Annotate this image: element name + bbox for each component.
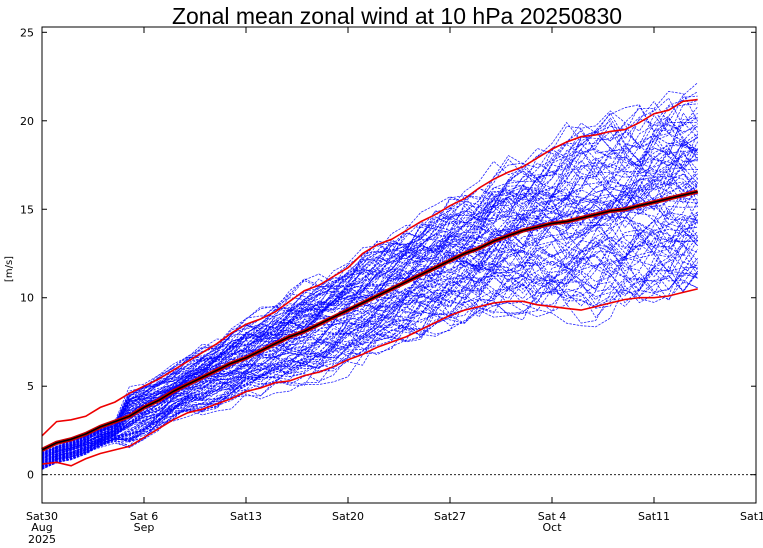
ensemble-member-line [41, 219, 699, 464]
y-tick-label: 25 [20, 26, 34, 39]
ensemble-member-line [41, 256, 698, 469]
x-tick-label: Sat30 [26, 510, 58, 523]
x-tick-year-label: 2025 [28, 533, 56, 546]
ensemble-member-line [41, 194, 699, 463]
y-axis: 0 5 10 15 20 25 [20, 26, 756, 482]
ensemble-member-line [41, 264, 698, 470]
ensemble-member-line [41, 103, 698, 453]
ensemble-member-line [41, 265, 699, 468]
ensemble-member-line [41, 201, 699, 463]
ensemble-member-line [41, 95, 698, 453]
ensemble-member-line [41, 182, 699, 462]
ensemble-member-line [41, 147, 698, 457]
x-tick-label: Sat 4 [538, 510, 567, 523]
ensemble-member-line [41, 160, 698, 460]
plot-frame [41, 26, 757, 504]
y-tick-label: 10 [20, 292, 34, 305]
ensemble-member-line [41, 90, 699, 453]
ensemble-member-line [41, 243, 699, 469]
x-tick-label: Sat11 [638, 510, 670, 523]
ensemble-member-line [41, 133, 699, 457]
ensemble-member-line [41, 150, 698, 458]
ensemble-member-line [41, 255, 698, 467]
ensemble-member-line [41, 239, 698, 467]
x-tick-label: Sat18 [740, 510, 763, 523]
ensemble-member-line [41, 234, 698, 464]
ensemble-member-line [41, 118, 698, 455]
chart-title: Zonal mean zonal wind at 10 hPa 20250830 [172, 3, 622, 29]
ensemble-member-line [41, 231, 698, 466]
summary-series [41, 98, 699, 467]
upper-bound-line [41, 98, 698, 437]
ensemble-member-line [41, 218, 699, 465]
ensemble-member-line [41, 194, 698, 464]
ensemble-mean-line [41, 190, 698, 451]
x-tick-label: Sat 6 [130, 510, 159, 523]
ensemble-member-line [41, 173, 698, 459]
ensemble-member-line [41, 229, 698, 465]
ensemble-member-line [41, 133, 698, 461]
ensemble-member-line [41, 108, 698, 453]
ensemble-member-line [41, 91, 698, 452]
ensemble-member-line [41, 231, 698, 465]
ensemble-member-line [41, 124, 698, 457]
y-axis-label: [m/s] [4, 256, 15, 282]
y-tick-label: 0 [27, 469, 34, 482]
ensemble-member-line [41, 208, 698, 465]
x-tick-month-label: Aug [31, 521, 52, 534]
lower-bound-line [41, 288, 698, 467]
ensemble-member-line [41, 169, 699, 457]
y-tick-label: 5 [27, 380, 34, 393]
ensemble-member-line [41, 213, 699, 466]
x-tick-label: Sat13 [230, 510, 262, 523]
ensemble-member-line [41, 201, 698, 462]
ensemble-member-line [41, 271, 699, 470]
x-tick-month-label: Oct [542, 521, 562, 534]
y-tick-label: 20 [20, 115, 34, 128]
ensemble-member-line [41, 211, 698, 466]
x-tick-label: Sat27 [434, 510, 466, 523]
ensemble-member-line [41, 212, 698, 465]
ensemble-member-line [41, 82, 698, 454]
ensemble-member-line [41, 243, 699, 466]
ensemble-member-line [41, 181, 698, 460]
x-tick-month-label: Sep [134, 521, 155, 534]
ensemble-member-line [41, 100, 698, 455]
ensemble-member-line [41, 250, 699, 469]
x-tick-label: Sat20 [332, 510, 364, 523]
y-tick-label: 15 [20, 203, 34, 216]
